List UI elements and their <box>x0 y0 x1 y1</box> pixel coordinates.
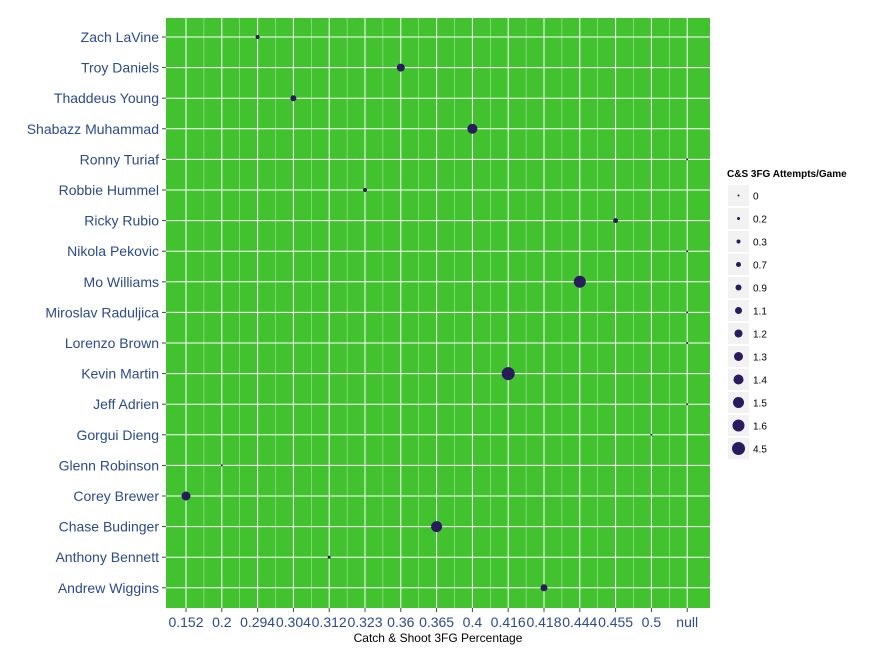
x-axis-title: Catch & Shoot 3FG Percentage <box>354 631 523 645</box>
legend-symbol <box>737 194 740 197</box>
x-tick-label: 0.294 <box>240 614 275 630</box>
y-tick-label: Gorgui Dieng <box>77 427 160 443</box>
legend-label: 0 <box>753 192 759 203</box>
x-tick-label: null <box>676 614 698 630</box>
data-point <box>686 403 689 406</box>
legend-symbol <box>737 217 740 220</box>
x-tick-label: 0.152 <box>168 614 203 630</box>
data-point <box>540 584 548 592</box>
data-point <box>501 367 515 381</box>
data-point <box>255 35 260 39</box>
legend-label: 1.3 <box>753 353 767 364</box>
x-tick-label: 0.36 <box>387 614 414 630</box>
y-tick-label: Glenn Robinson <box>59 457 159 473</box>
data-point <box>613 218 619 224</box>
y-tick-label: Miroslav Raduljica <box>45 304 159 320</box>
data-point <box>686 158 689 161</box>
legend-symbol <box>732 419 745 432</box>
data-point <box>650 433 653 436</box>
legend-symbol <box>734 352 743 361</box>
data-point <box>431 521 443 533</box>
data-point <box>686 250 689 253</box>
legend: C&S 3FG Attempts/Game 0 0.2 0.3 0.7 0.9 1.1 1.… <box>727 169 847 459</box>
legend-symbol <box>735 307 742 314</box>
legend-label: 4.5 <box>753 445 767 456</box>
y-tick-label: Jeff Adrien <box>93 396 159 412</box>
legend-title: C&S 3FG Attempts/Game <box>727 169 847 180</box>
x-tick-label: 0.5 <box>642 614 662 630</box>
legend-label: 1.4 <box>753 376 767 387</box>
grid-lines <box>166 18 710 608</box>
legend-label: 0.9 <box>753 284 767 295</box>
data-point <box>181 491 191 501</box>
legend-symbol <box>733 374 744 385</box>
y-tick-label: Ricky Rubio <box>84 213 159 229</box>
x-tick-label: 0.444 <box>562 614 597 630</box>
x-tick-label: 0.416 <box>491 614 526 630</box>
legend-symbol <box>734 329 743 338</box>
y-tick-label: Robbie Hummel <box>59 182 159 198</box>
x-tick-label: 0.365 <box>419 614 454 630</box>
y-tick-label: Shabazz Muhammad <box>27 121 159 137</box>
legend-label: 1.5 <box>753 399 767 410</box>
y-axis: Zach LaVine Troy Daniels Thaddeus Young Sha… <box>27 29 166 596</box>
x-tick-label: 0.4 <box>463 614 483 630</box>
y-tick-label: Ronny Turiaf <box>80 151 159 167</box>
x-axis: 0.152 0.2 0.294 0.304 0.312 0.323 0.36 0.365 0.4… <box>168 608 698 630</box>
data-points <box>181 35 689 592</box>
legend-label: 0.3 <box>753 238 767 249</box>
data-point <box>467 123 478 134</box>
legend-label: 1.2 <box>753 330 767 341</box>
y-tick-label: Thaddeus Young <box>54 90 159 106</box>
data-point <box>573 275 586 288</box>
y-tick-label: Lorenzo Brown <box>65 335 159 351</box>
y-tick-label: Mo Williams <box>84 274 159 290</box>
y-tick-label: Anthony Bennett <box>55 549 159 565</box>
data-point <box>327 555 331 559</box>
legend-label: 1.6 <box>753 422 767 433</box>
y-tick-label: Chase Budinger <box>59 519 160 535</box>
legend-symbol <box>736 262 741 267</box>
data-point <box>686 342 689 344</box>
legend-label: 0.2 <box>753 215 767 226</box>
legend-label: 1.1 <box>753 307 767 318</box>
data-point <box>363 188 367 192</box>
y-tick-label: Kevin Martin <box>81 366 159 382</box>
y-tick-label: Zach LaVine <box>81 29 160 45</box>
x-tick-label: 0.2 <box>212 614 232 630</box>
legend-symbol <box>736 239 741 244</box>
legend-symbol <box>735 284 742 291</box>
x-tick-label: 0.312 <box>312 614 347 630</box>
plot-panel <box>166 18 710 608</box>
data-point <box>396 63 405 72</box>
x-tick-label: 0.323 <box>347 614 382 630</box>
y-tick-label: Nikola Pekovic <box>67 243 159 259</box>
x-tick-label: 0.418 <box>526 614 561 630</box>
legend-label: 0.7 <box>753 261 767 272</box>
x-tick-label: 0.304 <box>276 614 311 630</box>
y-tick-label: Troy Daniels <box>81 60 159 76</box>
data-point <box>220 464 223 467</box>
data-point <box>686 311 689 314</box>
x-tick-label: 0.455 <box>598 614 633 630</box>
data-point <box>290 95 297 102</box>
legend-symbol <box>733 397 744 408</box>
legend-symbol <box>732 442 745 455</box>
y-tick-label: Andrew Wiggins <box>58 580 159 596</box>
y-tick-label: Corey Brewer <box>73 488 159 504</box>
